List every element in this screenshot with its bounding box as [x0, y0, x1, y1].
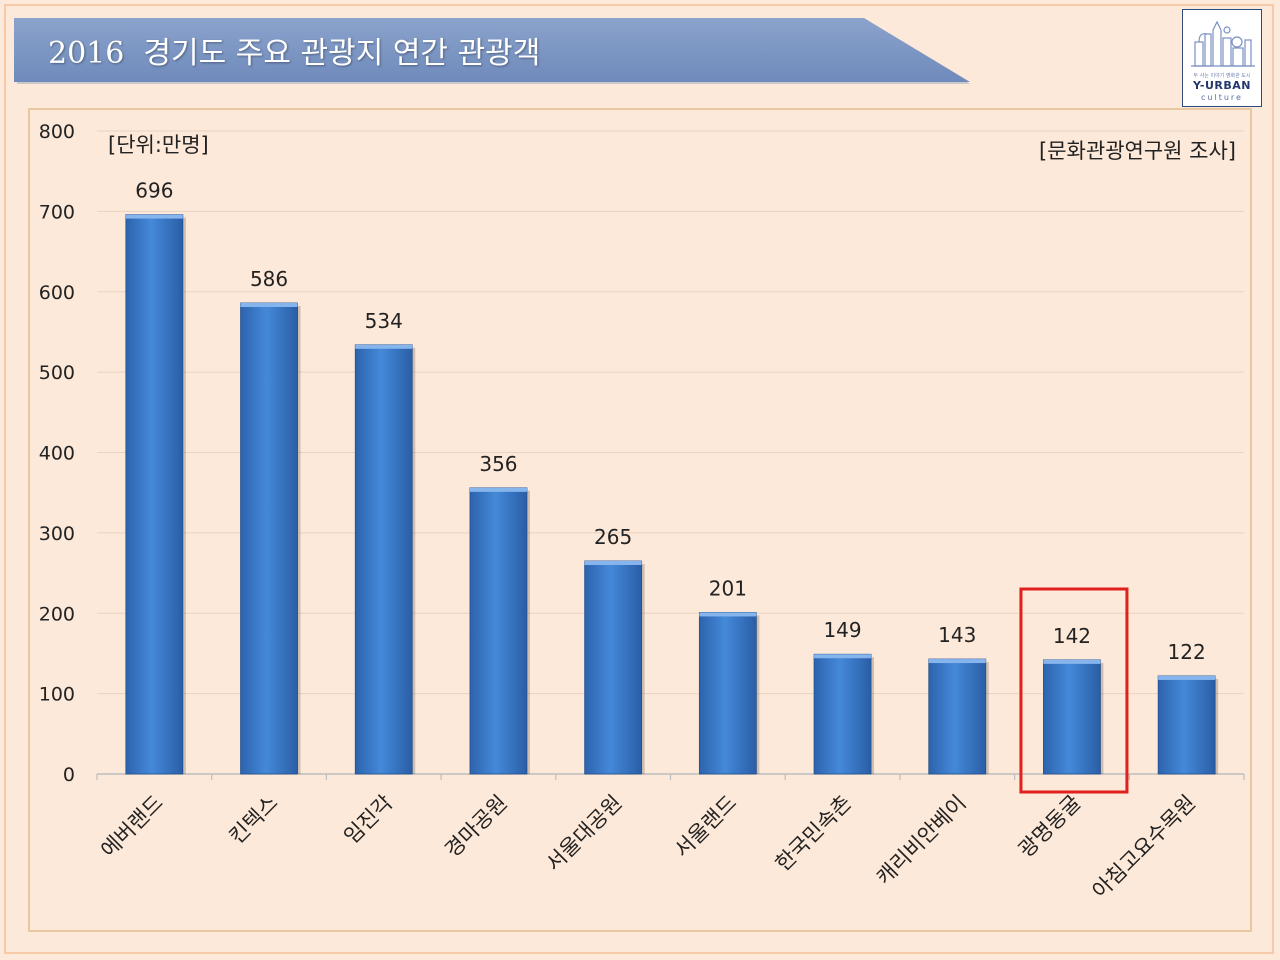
x-tick-label: 캐리비안베이 — [872, 791, 971, 890]
logo-name: Y-URBAN — [1193, 79, 1251, 92]
y-tick-label: 200 — [39, 603, 75, 625]
y-tick-label: 600 — [39, 282, 75, 304]
bar-top-highlight — [699, 612, 757, 617]
bar-top-highlight — [584, 561, 642, 566]
bar-top-highlight — [1158, 675, 1216, 680]
highlight-box — [1019, 587, 1129, 794]
x-tick-label: 킨텍스 — [225, 791, 283, 849]
data-label: 534 — [365, 309, 403, 333]
bar-top-highlight — [125, 214, 183, 219]
chart-title: 2016 경기도 주요 관광지 연간 관광객 — [48, 36, 541, 71]
x-tick-label: 서울대공원 — [541, 791, 626, 876]
bar — [354, 344, 413, 775]
x-tick-label: 에버랜드 — [96, 791, 168, 863]
bar — [813, 653, 872, 775]
data-label: 149 — [823, 618, 861, 642]
x-tick-label: 임진각 — [339, 791, 397, 849]
title-banner — [14, 18, 971, 84]
bar — [584, 560, 643, 775]
y-tick-label: 100 — [39, 684, 75, 706]
page-border — [4, 4, 1274, 954]
source-note: [문화관광연구원 조사] — [1039, 139, 1236, 163]
bar — [928, 658, 987, 775]
x-tick-label: 경마공원 — [440, 791, 512, 863]
logo-subtitle: culture — [1201, 93, 1243, 102]
bar — [1157, 675, 1216, 775]
data-label: 143 — [938, 623, 976, 647]
data-label: 265 — [594, 525, 632, 549]
chart-frame — [28, 108, 1252, 932]
y-tick-label: 300 — [39, 523, 75, 545]
bar — [240, 302, 298, 775]
data-label: 201 — [709, 576, 747, 600]
y-tick-label: 400 — [39, 443, 75, 465]
data-label: 696 — [135, 179, 173, 203]
data-label: 122 — [1168, 640, 1206, 664]
unit-note: [단위:만명] — [108, 133, 209, 157]
y-urban-logo: 두 사는 이야기 영화관 도시 Y-URBAN culture — [1182, 9, 1262, 107]
x-tick-label: 한국민속촌 — [771, 791, 856, 876]
bar-top-highlight — [928, 659, 986, 664]
bar-top-highlight — [355, 344, 413, 349]
bar — [1043, 659, 1101, 775]
y-tick-label: 800 — [39, 121, 75, 143]
y-tick-label: 500 — [39, 362, 75, 384]
bar — [469, 487, 528, 775]
data-label: 356 — [479, 452, 517, 476]
bar — [698, 612, 757, 775]
bar-top-highlight — [1043, 659, 1101, 664]
x-tick-label: 아침고요수목원 — [1088, 791, 1201, 904]
city-skyline-icon — [1191, 20, 1255, 67]
x-tick-label: 광명동굴 — [1014, 791, 1086, 863]
y-tick-label: 700 — [39, 201, 75, 223]
bar — [125, 214, 184, 775]
bar-top-highlight — [469, 487, 527, 492]
x-tick-label: 서울랜드 — [670, 791, 742, 863]
logo-tagline: 두 사는 이야기 영화관 도시 — [1193, 73, 1251, 79]
data-label: 586 — [250, 267, 288, 291]
bar-top-highlight — [814, 654, 872, 659]
bar-top-highlight — [240, 303, 298, 308]
data-label: 142 — [1053, 624, 1091, 648]
y-tick-label: 0 — [63, 764, 75, 786]
